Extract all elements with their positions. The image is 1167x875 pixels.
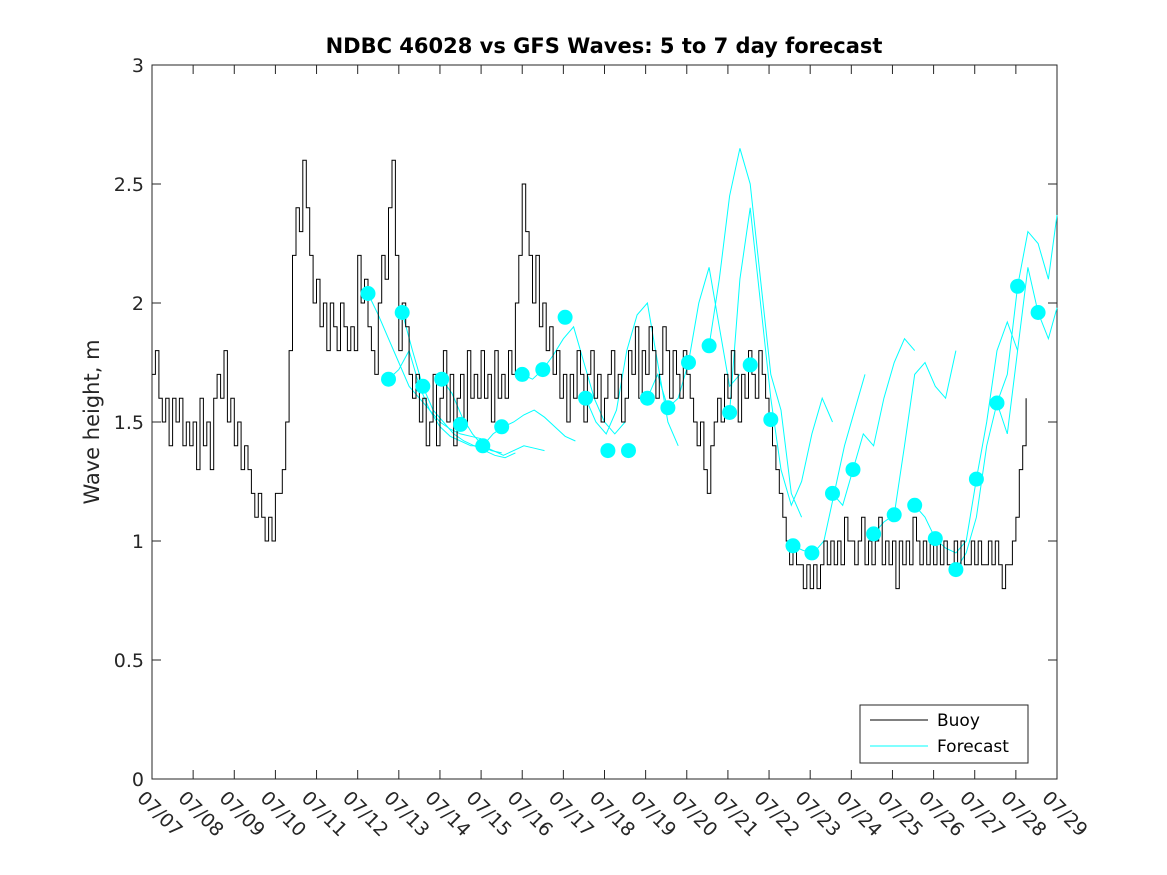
forecast-point [1030,305,1046,320]
forecast-points [360,278,1046,578]
forecast-point [415,378,431,394]
y-axis-ticks: 0 0.5 1 1.5 2 2.5 3 [114,55,1057,791]
forecast-point [660,400,676,416]
y-tick-label: 2 [132,293,144,315]
forecast-point [578,390,594,406]
forecast-point [494,419,510,435]
y-tick-label: 1 [132,531,144,553]
legend: Buoy Forecast [859,704,1029,764]
forecast-trace [996,267,1058,435]
y-tick-label: 1.5 [114,412,144,434]
forecast-point [535,362,551,378]
forecast-point [742,357,758,373]
forecast-point [825,485,840,501]
forecast-point [866,526,882,542]
forecast-trace [914,320,1019,554]
forecast-point [763,412,779,428]
legend-box [859,704,1029,764]
forecast-trace [367,293,482,440]
forecast-point [514,366,530,382]
forecast-point [360,286,376,301]
forecast-point [785,538,801,554]
chart-title: NDBC 46028 vs GFS Waves: 5 to 7 day fore… [326,34,883,58]
forecast-point [948,562,964,578]
forecast-point [381,371,396,387]
y-tick-label: 0.5 [114,650,144,672]
forecast-point [681,355,696,370]
legend-label-forecast: Forecast [937,737,1009,757]
forecast-point [701,338,717,354]
forecast-point [1010,278,1026,294]
forecast-point [989,395,1005,411]
forecast-trace [708,148,803,518]
y-tick-label: 0 [132,769,144,791]
forecast-point [475,438,491,454]
y-tick-label: 3 [132,55,144,77]
forecast-trace [729,207,833,507]
forecast-point [968,471,984,487]
forecast-point [434,371,450,387]
forecast-trace [955,214,1058,570]
forecast-point [927,531,943,547]
forecast-point [722,405,738,420]
forecast-trace [873,350,957,535]
forecast-point [907,497,923,513]
forecast-point [600,443,616,459]
forecast-point [394,305,410,320]
forecast-point [804,545,820,561]
forecast-point [845,462,861,478]
forecast-trace [441,378,545,456]
forecast-point [639,390,655,406]
forecast-trace [646,267,741,409]
y-tick-label: 2.5 [114,174,144,196]
legend-label-buoy: Buoy [937,711,980,731]
forecast-point [557,309,573,325]
y-axis-label: Wave height, m [80,339,104,504]
forecast-point [621,443,636,459]
forecast-point [886,507,902,523]
forecast-trace [832,337,916,507]
forecast-point [453,416,468,432]
